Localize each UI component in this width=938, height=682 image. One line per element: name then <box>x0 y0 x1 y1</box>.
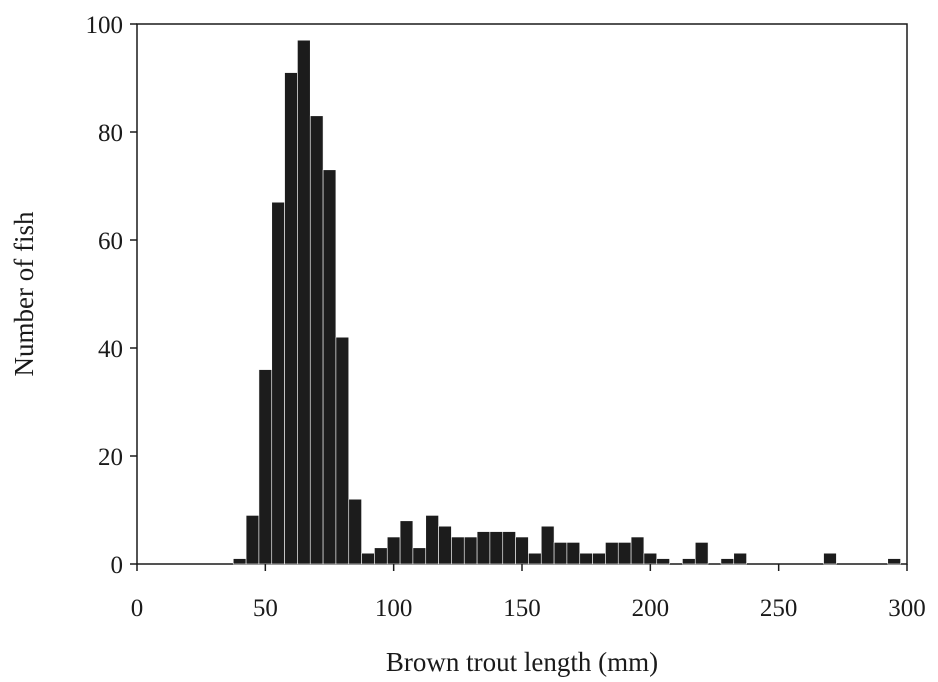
histogram-bar <box>476 531 491 565</box>
x-tick-label: 0 <box>131 595 144 622</box>
histogram-bar <box>258 369 273 565</box>
histogram-bar <box>528 552 542 565</box>
histogram-bar <box>605 542 619 565</box>
histogram-bar <box>425 515 439 565</box>
histogram-bar <box>348 498 362 565</box>
histogram-bar <box>656 558 670 565</box>
histogram-bar <box>643 552 658 565</box>
y-tick-label: 40 <box>98 336 123 363</box>
histogram-bar <box>733 552 747 565</box>
y-tick-label: 0 <box>111 552 124 579</box>
y-axis-ticks: 0 20 40 60 80 100 <box>86 12 137 579</box>
bars-group <box>232 39 901 565</box>
histogram-bar <box>823 552 837 565</box>
histogram-bar <box>489 531 504 565</box>
x-tick-label: 300 <box>888 595 926 622</box>
histogram-bar <box>284 72 298 565</box>
x-tick-label: 100 <box>375 595 413 622</box>
histogram-bar <box>322 169 337 565</box>
histogram-bar <box>592 552 606 565</box>
histogram-bar <box>374 547 388 565</box>
histogram-bar <box>502 531 516 565</box>
histogram-bar <box>335 336 350 565</box>
x-axis-ticks: 0 50 100 150 200 250 300 <box>131 564 926 622</box>
histogram-bar <box>553 542 568 565</box>
histogram-bar <box>271 201 285 565</box>
x-tick-label: 50 <box>253 595 278 622</box>
y-axis-title: Number of fish <box>9 211 39 376</box>
histogram-bar <box>412 547 427 565</box>
histogram-bar <box>566 542 581 565</box>
histogram-bar <box>451 536 465 565</box>
y-tick-label: 80 <box>98 120 123 147</box>
histogram-bar <box>887 558 901 565</box>
y-tick-label: 20 <box>98 444 123 471</box>
histogram-bar <box>232 558 247 565</box>
histogram-bar <box>515 536 529 565</box>
histogram-bar <box>297 39 311 565</box>
histogram-bar <box>720 558 735 565</box>
histogram-bar <box>579 552 593 565</box>
histogram-bar <box>386 536 401 565</box>
x-axis-title: Brown trout length (mm) <box>386 647 658 677</box>
y-tick-label: 100 <box>86 12 124 39</box>
x-tick-label: 250 <box>760 595 798 622</box>
histogram-bar <box>682 558 696 565</box>
x-tick-label: 200 <box>632 595 670 622</box>
histogram-bar <box>309 115 324 565</box>
histogram-bar <box>361 552 375 565</box>
histogram-bar <box>399 520 414 565</box>
histogram-bar <box>245 515 260 565</box>
histogram-bar <box>438 525 452 565</box>
histogram-bar <box>630 536 645 565</box>
histogram-bar <box>463 536 478 565</box>
x-tick-label: 150 <box>503 595 541 622</box>
histogram-bar <box>617 542 632 565</box>
plot-frame <box>136 23 908 565</box>
histogram-bar <box>694 542 709 565</box>
y-tick-label: 60 <box>98 228 123 255</box>
histogram-bar <box>540 525 555 565</box>
